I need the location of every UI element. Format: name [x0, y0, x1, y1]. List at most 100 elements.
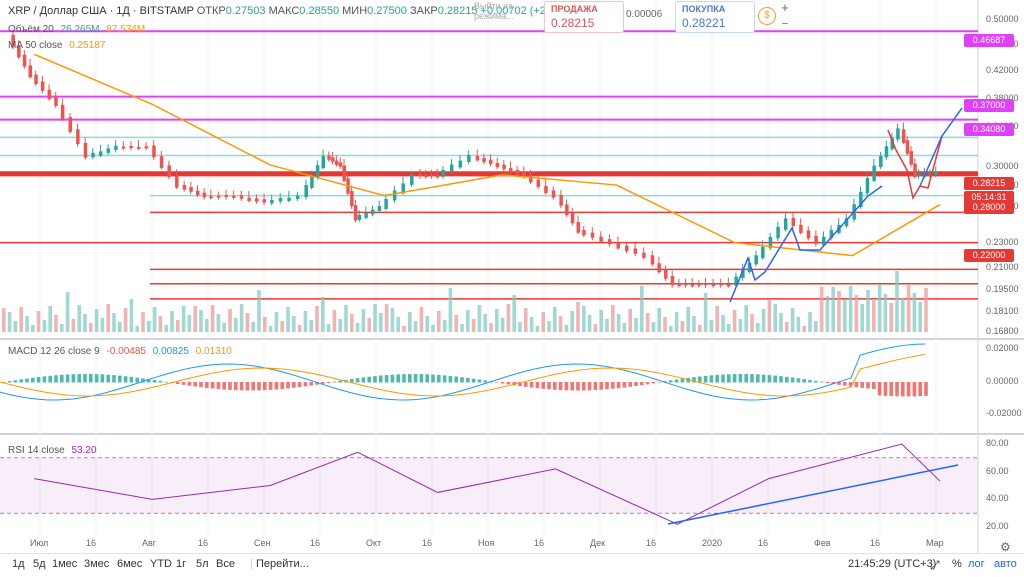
macd-histogram-bar — [837, 382, 841, 385]
candle-body — [98, 151, 103, 156]
volume-bar — [303, 311, 308, 332]
candle-body — [872, 165, 876, 181]
volume-bar — [674, 312, 679, 332]
dollar-icon[interactable]: $ — [758, 7, 776, 25]
percent-toggle[interactable]: % — [952, 558, 962, 570]
macd-histogram-bar — [321, 382, 325, 384]
forecast-arrow — [919, 107, 963, 187]
macd-histogram-bar — [547, 382, 551, 390]
range-button-0[interactable]: 1д — [12, 558, 25, 570]
volume-bar — [245, 313, 250, 332]
rsi-legend[interactable]: RSI 14 close 53.20 — [8, 445, 101, 456]
volume-bar — [901, 298, 905, 332]
ma-legend[interactable]: MA 50 close 0.25187 — [8, 40, 109, 51]
candle-body — [865, 177, 870, 194]
candle-body — [371, 209, 375, 215]
macd-histogram-bar — [83, 374, 87, 383]
candle-body — [905, 140, 910, 154]
price-tag: 0.28215 — [964, 177, 1014, 190]
candle-body — [642, 252, 646, 258]
macd-histogram-bar — [500, 382, 505, 384]
range-button-1[interactable]: 5д — [33, 558, 46, 570]
candle-body — [821, 236, 826, 245]
candle-body — [791, 217, 796, 226]
macd-histogram-bar — [402, 374, 406, 383]
volume-bar — [7, 312, 12, 332]
auto-toggle[interactable]: авто — [994, 558, 1017, 570]
macd-histogram-bar — [42, 376, 47, 383]
macd-histogram-bar — [790, 377, 795, 383]
volume-bar — [727, 324, 731, 332]
macd-histogram-bar — [437, 374, 441, 383]
macd-histogram-bar — [152, 379, 157, 383]
volume-bar — [500, 318, 505, 332]
ma-label: MA 50 close — [8, 40, 63, 51]
macd-histogram-bar — [309, 382, 313, 386]
volume-bar — [454, 315, 458, 332]
macd-histogram-bar — [645, 382, 650, 385]
rsi-axis-label: 80.00 — [986, 438, 1009, 448]
macd-legend[interactable]: MACD 12 26 close 9 -0.00485 0.00825 0.01… — [8, 346, 236, 357]
candle-body — [430, 174, 434, 177]
buy-button[interactable]: ПОКУПКА 0.28221 — [675, 1, 755, 33]
candle-body — [342, 165, 346, 181]
volume-bar — [48, 306, 52, 332]
macd-histogram-bar — [25, 378, 29, 383]
candle-body — [783, 218, 788, 230]
candle-body — [559, 195, 563, 206]
candle-body — [353, 205, 358, 221]
range-button-5[interactable]: YTD — [150, 558, 172, 570]
volume-bar — [361, 309, 366, 332]
candle-body — [522, 171, 526, 177]
sell-button[interactable]: ПРОДАЖА 0.28215 — [544, 1, 624, 33]
macd-histogram-bar — [7, 381, 12, 383]
macd-histogram-bar — [703, 375, 708, 383]
macd-histogram-bar — [616, 382, 621, 389]
candle-body — [502, 164, 506, 170]
volume-legend[interactable]: Объём 20 26.265M 87.534M — [8, 24, 149, 35]
range-button-4[interactable]: 6мес — [117, 558, 143, 570]
candle-body — [91, 152, 95, 158]
macd-histogram-bar — [773, 375, 777, 383]
candle-body — [232, 195, 236, 198]
date-axis-label: 16 — [198, 538, 209, 548]
candle-body — [590, 232, 595, 238]
macd-histogram-bar — [877, 382, 882, 396]
range-button-6[interactable]: 1г — [176, 558, 187, 570]
log-toggle[interactable]: лог — [968, 558, 985, 570]
fullscreen-icon[interactable]: ⤢ — [930, 558, 940, 572]
volume-bar — [512, 295, 516, 332]
plus-icon[interactable]: + — [781, 0, 789, 15]
volume-bar — [164, 325, 168, 332]
volume-bar — [31, 325, 35, 332]
volume-bar — [785, 322, 789, 332]
settings-gear-icon[interactable]: ⚙ — [1000, 540, 1011, 554]
candle-body — [327, 155, 331, 160]
macd-histogram-bar — [912, 382, 917, 397]
ma-50-line — [33, 53, 941, 257]
logout-hint[interactable]: Выйти из режима... — [474, 1, 514, 21]
macd-histogram-bar — [216, 382, 221, 390]
goto-button[interactable]: Перейти... — [256, 558, 309, 570]
candle-body — [159, 156, 164, 168]
volume-bar — [222, 323, 226, 332]
candle-body — [599, 236, 603, 242]
open-value: 0.27503 — [225, 5, 266, 17]
high-value: 0.28550 — [299, 5, 340, 17]
low-label: МИН — [342, 5, 368, 17]
range-button-8[interactable]: Все — [216, 558, 235, 570]
candle-body — [657, 263, 661, 273]
candle-body — [68, 117, 72, 132]
candle-body — [401, 183, 405, 194]
macd-histogram-bar — [390, 374, 395, 383]
volume-bar — [877, 285, 882, 332]
range-button-3[interactable]: 3мес — [84, 558, 110, 570]
minus-icon[interactable]: − — [781, 18, 789, 30]
range-button-2[interactable]: 1мес — [52, 558, 78, 570]
volume-bar — [286, 307, 290, 332]
candle-body — [114, 145, 118, 150]
price-axis-label: 0.18100 — [986, 306, 1019, 316]
candle-body — [331, 157, 335, 162]
range-button-7[interactable]: 5л — [196, 558, 209, 570]
